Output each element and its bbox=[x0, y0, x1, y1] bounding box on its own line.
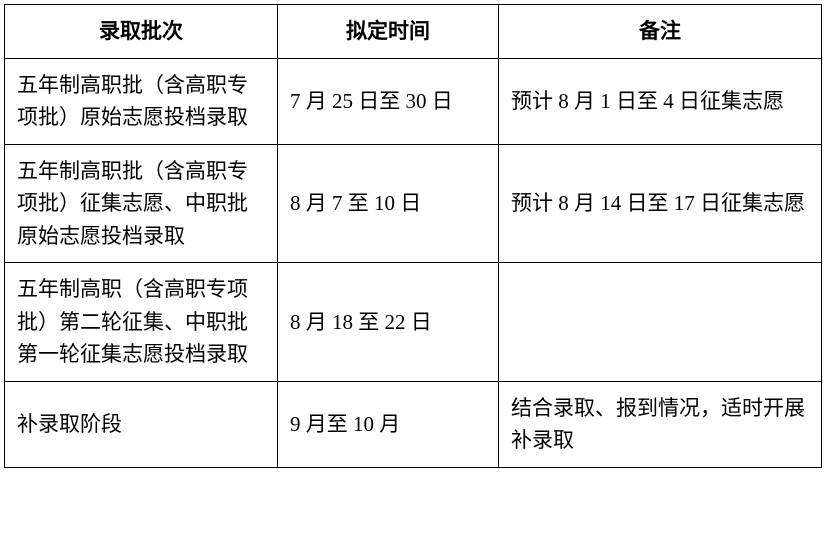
cell-batch: 五年制高职（含高职专项批）第二轮征集、中职批第一轮征集志愿投档录取 bbox=[5, 263, 278, 382]
header-time: 拟定时间 bbox=[278, 5, 499, 59]
cell-time: 7 月 25 日至 30 日 bbox=[278, 58, 499, 144]
admission-schedule-table: 录取批次 拟定时间 备注 五年制高职批（含高职专项批）原始志愿投档录取 7 月 … bbox=[4, 4, 822, 468]
table-row: 五年制高职批（含高职专项批）原始志愿投档录取 7 月 25 日至 30 日 预计… bbox=[5, 58, 822, 144]
cell-time: 9 月至 10 月 bbox=[278, 381, 499, 467]
cell-time: 8 月 18 至 22 日 bbox=[278, 263, 499, 382]
cell-note bbox=[499, 263, 822, 382]
table-row: 补录取阶段 9 月至 10 月 结合录取、报到情况，适时开展补录取 bbox=[5, 381, 822, 467]
cell-note: 结合录取、报到情况，适时开展补录取 bbox=[499, 381, 822, 467]
table-header-row: 录取批次 拟定时间 备注 bbox=[5, 5, 822, 59]
cell-batch: 五年制高职批（含高职专项批）征集志愿、中职批原始志愿投档录取 bbox=[5, 144, 278, 263]
cell-batch: 补录取阶段 bbox=[5, 381, 278, 467]
cell-time: 8 月 7 至 10 日 bbox=[278, 144, 499, 263]
header-batch: 录取批次 bbox=[5, 5, 278, 59]
cell-note: 预计 8 月 14 日至 17 日征集志愿 bbox=[499, 144, 822, 263]
cell-note: 预计 8 月 1 日至 4 日征集志愿 bbox=[499, 58, 822, 144]
header-note: 备注 bbox=[499, 5, 822, 59]
table-row: 五年制高职（含高职专项批）第二轮征集、中职批第一轮征集志愿投档录取 8 月 18… bbox=[5, 263, 822, 382]
cell-batch: 五年制高职批（含高职专项批）原始志愿投档录取 bbox=[5, 58, 278, 144]
table-row: 五年制高职批（含高职专项批）征集志愿、中职批原始志愿投档录取 8 月 7 至 1… bbox=[5, 144, 822, 263]
